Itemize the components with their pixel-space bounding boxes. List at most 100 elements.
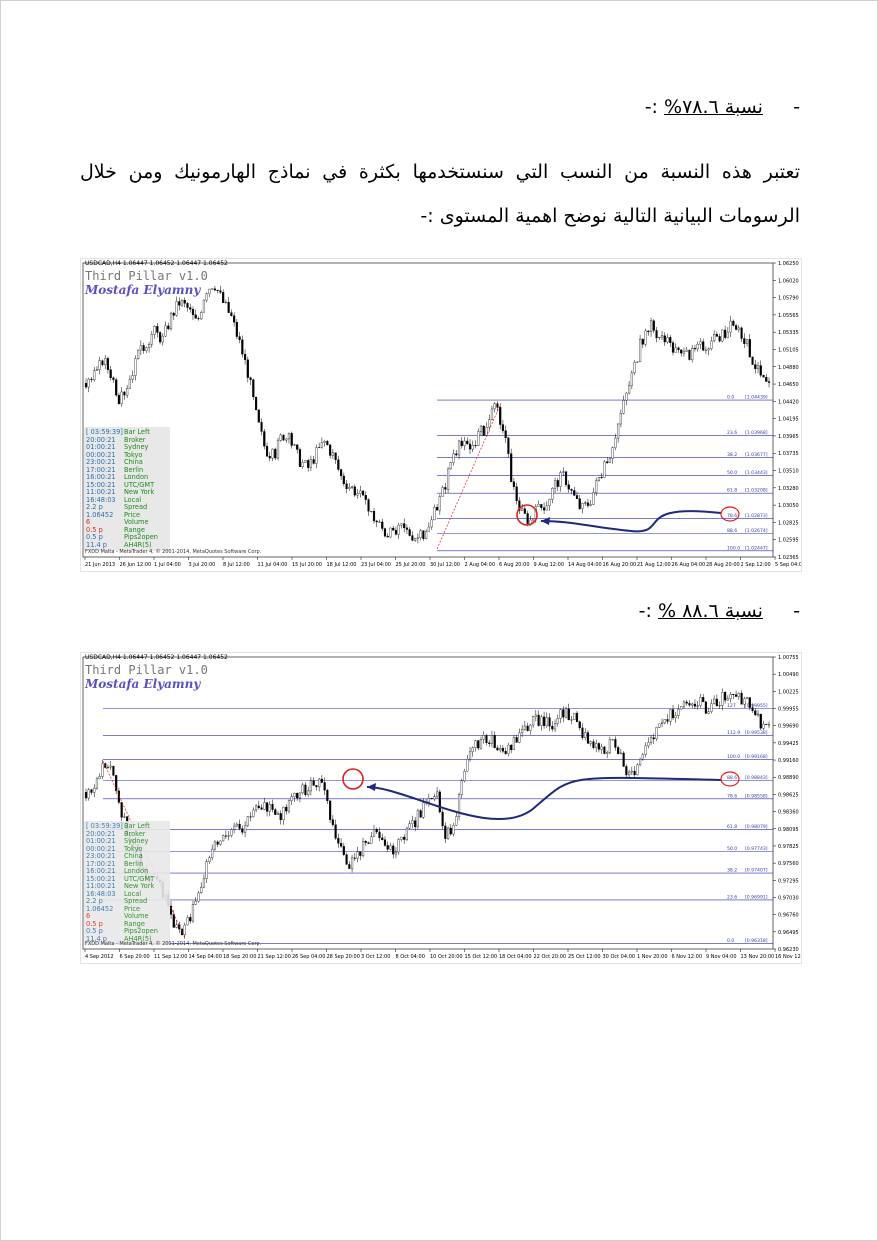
candle-body: [419, 530, 422, 539]
info-row: 11:00:21 New York: [86, 488, 168, 497]
candle-body: [342, 475, 345, 485]
candle-body: [241, 828, 244, 833]
candle-body: [521, 508, 524, 511]
candle-body: [564, 708, 568, 718]
candle-body: [95, 369, 99, 371]
candle: [732, 694, 735, 700]
candle-body: [98, 776, 101, 780]
candle-body: [471, 747, 474, 753]
candle-body: [301, 462, 304, 467]
candle: [148, 342, 151, 353]
candle-body: [532, 518, 535, 521]
candle: [688, 349, 691, 361]
candle: [619, 409, 622, 428]
price-tick-label: 0.97295: [778, 878, 799, 884]
candle: [361, 837, 365, 858]
price-tick-label: 1.02825: [778, 520, 799, 526]
info-value: 00:00:21: [86, 844, 116, 853]
candle-body: [507, 744, 510, 754]
price-tick-label: 0.97030: [778, 895, 799, 901]
candle-body: [452, 824, 455, 835]
candle: [756, 361, 760, 374]
candle: [586, 498, 590, 508]
level-circle: [720, 771, 740, 787]
info-row: 0.5 p Pips2open: [86, 927, 168, 936]
info-row: 23:00:21 China: [86, 458, 168, 467]
candle-body: [233, 315, 236, 323]
candle-body: [334, 824, 337, 839]
price-tick-label: 1.03735: [778, 451, 799, 457]
candle-body: [104, 358, 107, 366]
candle-body: [367, 842, 370, 844]
candle-body: [323, 782, 326, 791]
candle: [241, 825, 244, 835]
candle-body: [647, 330, 650, 333]
candle-body: [268, 804, 271, 812]
candle: [375, 827, 378, 835]
info-label: UTC/GMT: [124, 480, 155, 489]
candle: [636, 763, 639, 776]
candle: [433, 504, 436, 521]
candle: [381, 833, 384, 841]
candle-body: [205, 293, 208, 301]
candle: [699, 693, 702, 708]
info-value: 1.06452: [86, 904, 114, 913]
candle: [713, 330, 716, 343]
candle-body: [254, 396, 258, 411]
candle-body: [666, 719, 669, 722]
candle: [639, 757, 642, 767]
candle-body: [685, 349, 688, 352]
candle-body: [751, 356, 754, 365]
candle: [249, 811, 252, 822]
chart-886-plot: 1.00755 1.00490 1.00225 0.99955 0.99690 0.994…: [82, 655, 801, 960]
candle-body: [397, 839, 400, 853]
candle: [691, 345, 694, 363]
candle: [320, 437, 323, 449]
info-value: 16:00:21: [86, 473, 116, 481]
candle: [702, 338, 705, 352]
candle-body: [216, 841, 219, 845]
candle-body: [405, 527, 409, 530]
fib-price-label: [0.99168]: [745, 754, 768, 760]
candle: [537, 500, 540, 507]
candle: [556, 478, 559, 491]
candle-body: [600, 476, 603, 478]
candle: [693, 699, 697, 710]
candle-body: [244, 825, 247, 833]
info-row: 1.06452 Price: [86, 904, 168, 914]
candle: [628, 381, 631, 395]
candle-body: [238, 336, 241, 340]
candle: [671, 340, 675, 356]
info-value: 11:00:21: [86, 488, 116, 496]
date-tick-label: 21 Sep 12:00: [258, 954, 291, 960]
fib-level-label: 38.2: [727, 452, 737, 458]
info-label: China: [124, 458, 143, 466]
candle-body: [704, 701, 707, 714]
candle-body: [658, 336, 661, 339]
candle-body: [743, 338, 746, 344]
info-label: China: [124, 852, 143, 860]
candle-body: [189, 307, 192, 310]
candle-body: [578, 721, 581, 729]
candle-body: [619, 413, 622, 425]
candle-body: [172, 312, 175, 316]
candle: [649, 734, 653, 745]
candle-body: [307, 790, 310, 796]
candle-body: [246, 816, 249, 826]
candle-body: [422, 530, 425, 539]
fib-level-label: 61.8: [727, 488, 737, 494]
candle-body: [164, 325, 167, 337]
candle: [617, 423, 620, 443]
fib-level-label: 88.6: [727, 528, 737, 534]
candle-body: [677, 708, 680, 716]
candle-body: [345, 854, 348, 865]
candle: [213, 285, 216, 292]
candle-body: [633, 770, 636, 776]
fib-level-label: 23.6: [727, 894, 737, 900]
candle-body: [751, 707, 754, 711]
candle: [87, 377, 90, 393]
candle: [252, 378, 255, 401]
candle-body: [482, 735, 485, 740]
candle-body: [183, 924, 186, 936]
arrow-head: [541, 517, 550, 525]
